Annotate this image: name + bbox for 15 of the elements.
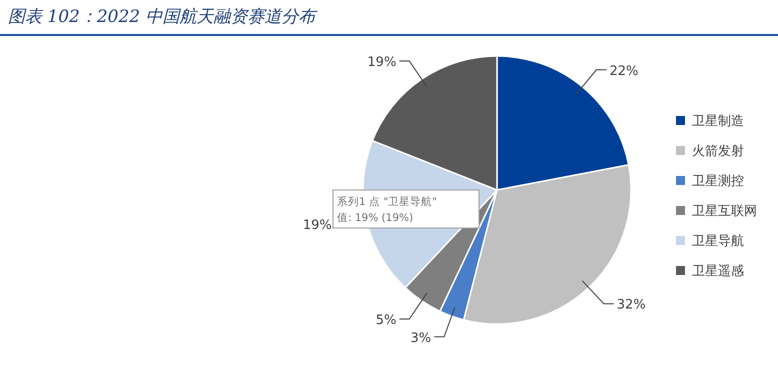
- data-label: 32%: [616, 298, 646, 313]
- legend-label: 卫星制造: [692, 114, 744, 129]
- data-label: 3%: [410, 330, 432, 346]
- text: 值: 19% (19%): [337, 212, 414, 224]
- legend-label: 火箭发射: [692, 144, 744, 159]
- data-label: 22%: [609, 64, 638, 79]
- data-label: 19%: [302, 218, 332, 234]
- legend-label: 卫星遥感: [692, 264, 744, 279]
- data-label: 5%: [376, 313, 396, 328]
- legend-label: 卫星导航: [692, 234, 744, 249]
- data-label: 19%: [367, 54, 396, 70]
- legend-label: 卫星测控: [692, 174, 744, 189]
- text: 系列1 点 "卫星导航": [337, 195, 438, 208]
- text: 图表 102：2022 中国航天融资赛道分布: [8, 7, 319, 27]
- legend-label: 卫星互联网: [692, 204, 757, 219]
